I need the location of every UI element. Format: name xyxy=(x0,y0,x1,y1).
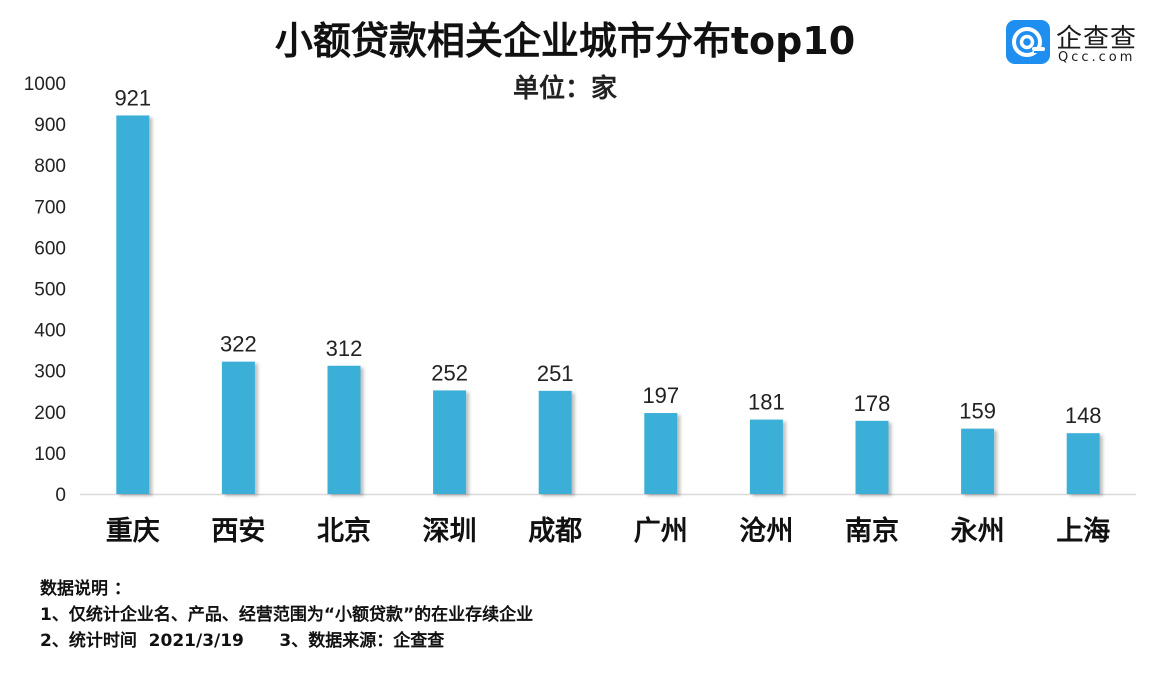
x-tick-label: 成都 xyxy=(528,516,582,547)
y-tick-label: 300 xyxy=(34,362,66,383)
y-tick-label: 400 xyxy=(34,321,66,342)
bar xyxy=(116,115,150,495)
bar xyxy=(327,365,361,494)
y-tick-label: 700 xyxy=(34,197,66,218)
qcc-logo: 企查查 Qcc.com xyxy=(1004,18,1154,68)
bar xyxy=(855,420,889,494)
y-tick-label: 800 xyxy=(34,156,66,177)
x-tick-label: 沧州 xyxy=(739,515,793,547)
x-tick-label: 永州 xyxy=(950,516,1005,547)
data-label: 159 xyxy=(959,399,996,424)
y-tick-label: 600 xyxy=(34,238,66,259)
x-tick-label: 西安 xyxy=(211,516,265,547)
data-label: 197 xyxy=(642,383,679,408)
x-tick-label: 深圳 xyxy=(423,516,477,547)
bar xyxy=(433,390,467,494)
x-tick-label: 广州 xyxy=(634,516,688,547)
chart-title: 小额贷款相关企业城市分布top10 xyxy=(274,19,856,63)
logo-name-en: Qcc.com xyxy=(1058,50,1136,65)
bar xyxy=(644,413,678,494)
y-tick-label: 900 xyxy=(34,115,66,136)
bar xyxy=(538,390,572,494)
notes-line-2: 2、统计时间 2021/3/19 3、数据来源：企查查 xyxy=(40,631,445,651)
data-notes: 数据说明 ： 1、仅统计企业名、产品、经营范围为“小额贷款”的在业存续企业 2、… xyxy=(40,576,533,654)
data-label: 148 xyxy=(1065,403,1102,428)
bar-chart: 0 100 200 300 400 500 600 700 800 900 1000 921 重庆 322… xyxy=(24,74,1136,547)
bar xyxy=(221,361,255,494)
chart-subtitle: 单位：家 xyxy=(512,74,617,104)
y-tick-label: 100 xyxy=(34,444,66,465)
notes-heading: 数据说明 ： xyxy=(40,579,131,599)
data-label: 921 xyxy=(114,85,151,110)
y-tick-label: 1000 xyxy=(24,74,66,95)
x-tick-label: 上海 xyxy=(1056,516,1110,547)
x-tick-label: 北京 xyxy=(317,515,371,547)
bar xyxy=(1066,433,1100,494)
data-label: 322 xyxy=(220,332,257,357)
qcc-logo-icon xyxy=(1006,20,1050,64)
data-label: 178 xyxy=(854,391,891,416)
logo-name-cn: 企查查 xyxy=(1056,24,1138,54)
data-label: 252 xyxy=(431,360,468,385)
data-label: 312 xyxy=(326,336,363,361)
data-label: 181 xyxy=(748,390,785,415)
bar xyxy=(749,419,783,494)
y-tick-label: 200 xyxy=(34,403,66,424)
notes-line-1: 1、仅统计企业名、产品、经营范围为“小额贷款”的在业存续企业 xyxy=(40,605,534,625)
data-label: 251 xyxy=(537,361,574,386)
bar xyxy=(961,428,995,494)
y-tick-label: 500 xyxy=(34,280,66,301)
x-tick-label: 南京 xyxy=(845,515,899,547)
y-tick-label: 0 xyxy=(55,485,66,506)
x-tick-label: 重庆 xyxy=(106,515,160,547)
